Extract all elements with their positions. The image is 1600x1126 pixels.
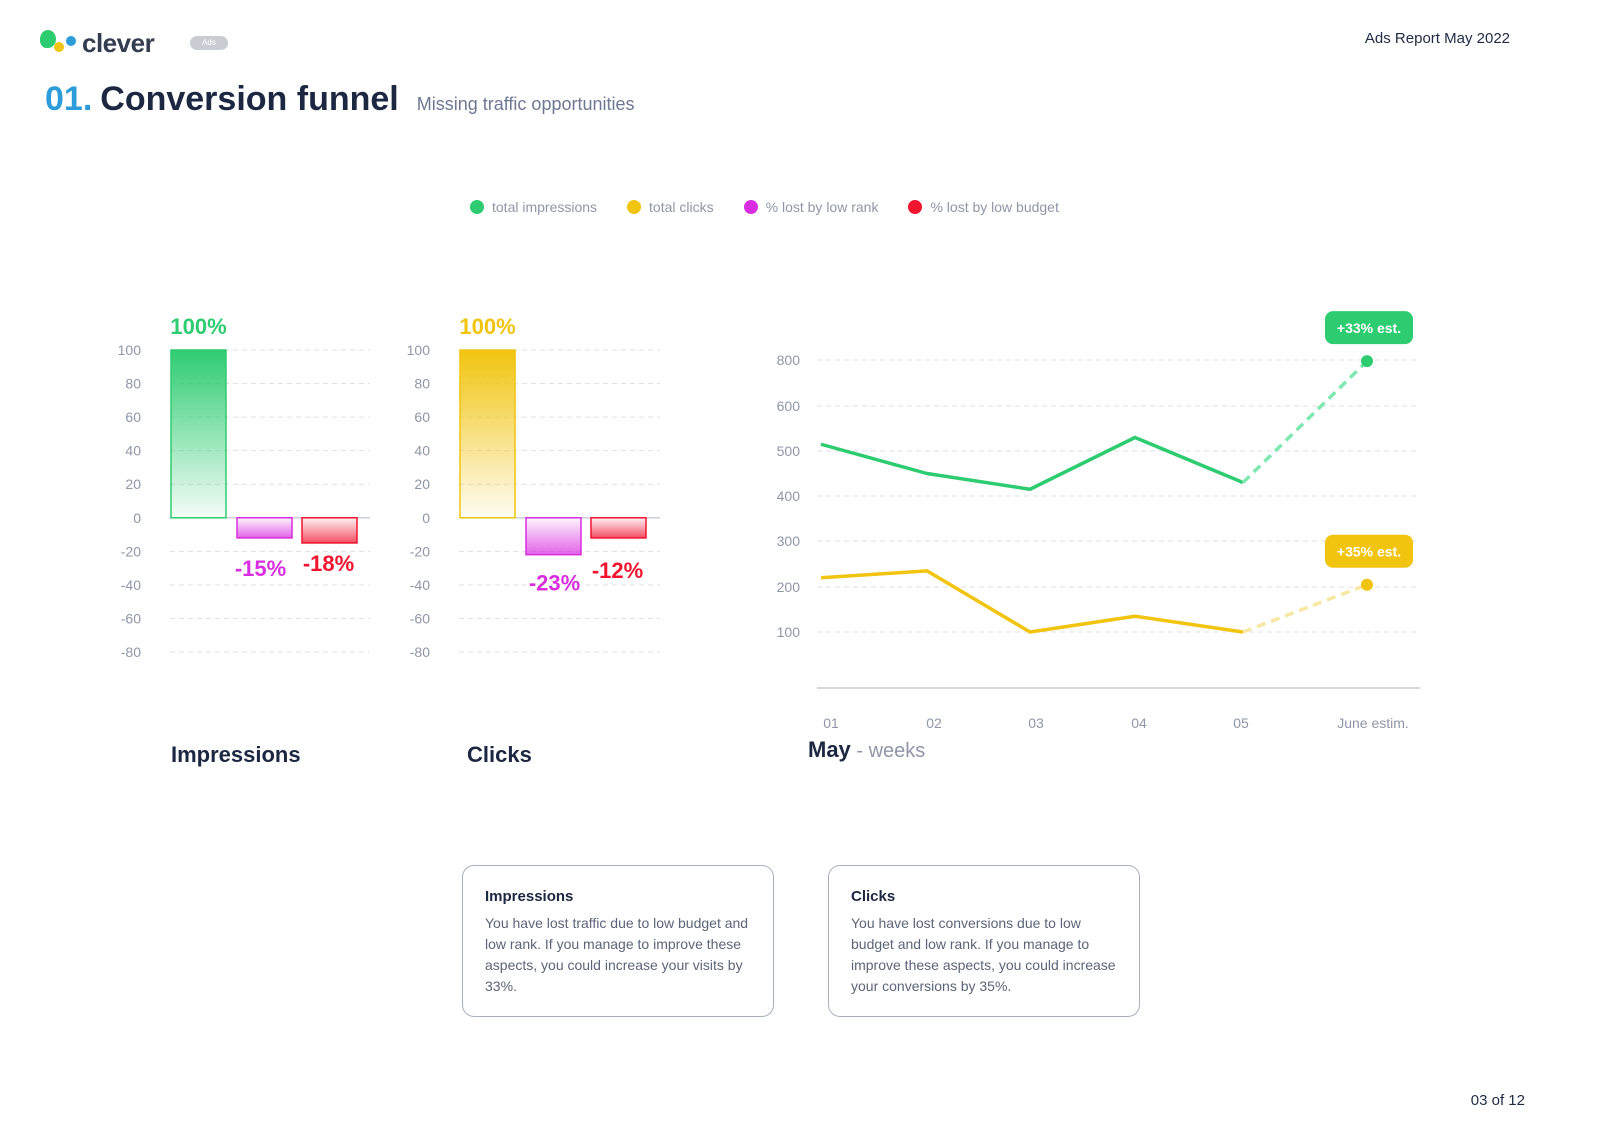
page-heading: 01. Conversion funnel Missing traffic op… xyxy=(45,80,635,119)
impressions-chart-label: Impressions xyxy=(171,742,301,767)
x-tick-label: June estim. xyxy=(1337,715,1409,731)
y-tick-label: -20 xyxy=(410,543,430,559)
x-tick-label: 01 xyxy=(823,715,839,731)
clicks-chart-label: Clicks xyxy=(467,742,532,767)
bar-value-label: 100% xyxy=(170,314,226,339)
x-tick-label: 04 xyxy=(1131,715,1147,731)
page-number: 03 of 12 xyxy=(1470,1092,1525,1109)
report-title: Ads Report May 2022 xyxy=(1364,30,1510,47)
y-tick-label: -20 xyxy=(121,543,141,559)
bar--lost-by-low-budget xyxy=(301,517,358,544)
legend-label: % lost by low budget xyxy=(930,199,1059,215)
clicks-bar-chart: 100 80 60 40 20 0 -20 -40 -60 -80 100% -23% -12% xyxy=(407,314,660,660)
y-tick-label: -80 xyxy=(121,644,141,660)
estimate-badge-text: +35% est. xyxy=(1337,544,1401,560)
y-tick-label: 300 xyxy=(777,533,801,549)
y-tick-label: 800 xyxy=(777,352,801,368)
logo-dot-blue xyxy=(66,36,76,46)
y-tick-label: -80 xyxy=(410,644,430,660)
section-number: 01. xyxy=(45,80,93,118)
note-body: You have lost conversions due to low bud… xyxy=(851,915,1116,994)
bar-value-label: -12% xyxy=(592,558,643,583)
line-xlabel-sub: weeks xyxy=(868,740,926,762)
note-title: Impressions xyxy=(485,888,574,905)
chart-legend: total impressions total clicks % lost by… xyxy=(470,199,1059,215)
legend-swatch xyxy=(470,200,484,214)
series-line xyxy=(820,435,1244,491)
x-tick-label: 05 xyxy=(1233,715,1249,731)
y-tick-label: -40 xyxy=(410,577,430,593)
logo-dot-green xyxy=(40,30,56,48)
note-body: You have lost traffic due to low budget … xyxy=(485,915,749,994)
legend-item-impressions: total impressions xyxy=(470,199,597,215)
y-tick-label: -40 xyxy=(121,577,141,593)
bar--lost-by-low-rank xyxy=(236,517,293,539)
bar-total-impressions xyxy=(170,349,227,519)
legend-swatch xyxy=(627,200,642,214)
y-tick-label: 500 xyxy=(777,443,801,459)
y-tick-label: 40 xyxy=(414,443,430,459)
legend-label: total clicks xyxy=(649,199,714,215)
estimate-badge xyxy=(1325,534,1413,568)
line-xlabel-main: May xyxy=(808,737,851,762)
clever-logo: clever Ads xyxy=(38,28,228,58)
y-tick-label: 80 xyxy=(125,376,141,392)
y-tick-label: 0 xyxy=(133,510,141,526)
legend-item-low-budget: % lost by low budget xyxy=(908,199,1059,215)
y-tick-label: 60 xyxy=(414,409,430,425)
bar-total-clicks xyxy=(459,349,516,519)
legend-swatch xyxy=(743,200,758,214)
y-tick-label: -60 xyxy=(121,610,141,626)
y-tick-label: 40 xyxy=(125,443,141,459)
impressions-note-card: Impressions You have lost traffic due to… xyxy=(462,865,774,1017)
logo-wordmark: clever xyxy=(82,28,155,58)
y-tick-label: -60 xyxy=(410,610,430,626)
note-title: Clicks xyxy=(851,888,896,905)
line-chart-xlabel: May - weeks xyxy=(808,737,925,763)
y-tick-label: 100 xyxy=(118,342,142,358)
page-subtitle: Missing traffic opportunities xyxy=(416,94,635,114)
x-tick-label: 02 xyxy=(926,715,942,731)
y-tick-label: 600 xyxy=(777,398,801,414)
y-tick-label: 400 xyxy=(777,488,801,504)
legend-label: total impressions xyxy=(492,199,598,215)
y-tick-label: 100 xyxy=(407,342,431,358)
clicks-note-card: Clicks You have lost conversions due to … xyxy=(828,865,1140,1017)
series-line xyxy=(820,569,1244,634)
weekly-line-chart: 800 600 500 400 300 200 100 01 02 03 04 05 June esti… xyxy=(777,311,1420,731)
logo-badge: Ads xyxy=(190,36,228,50)
y-tick-label: 100 xyxy=(777,624,801,640)
legend-item-clicks: total clicks xyxy=(627,199,714,215)
legend-label: % lost by low rank xyxy=(765,199,879,215)
y-tick-label: 80 xyxy=(414,376,430,392)
bar-value-label: -15% xyxy=(235,556,286,581)
bar-value-label: -23% xyxy=(529,571,580,596)
y-tick-label: 60 xyxy=(125,409,141,425)
y-tick-label: 200 xyxy=(777,579,801,595)
impressions-bar-chart: 100 80 60 40 20 0 -20 -40 -60 -80 100% -15% -18% xyxy=(118,314,370,660)
bar-value-label: -18% xyxy=(303,551,354,576)
series-estimate-line xyxy=(1242,583,1368,634)
estimate-badge xyxy=(1325,311,1413,345)
series-estimate-line xyxy=(1241,359,1369,484)
legend-item-low-rank: % lost by low rank xyxy=(743,199,879,215)
estimate-badge-text: +33% est. xyxy=(1337,320,1401,336)
bar-value-label: 100% xyxy=(459,314,515,339)
y-tick-label: 0 xyxy=(422,510,430,526)
legend-swatch xyxy=(908,200,923,214)
bar--lost-by-low-rank xyxy=(525,517,582,556)
page-title: Conversion funnel xyxy=(100,80,399,118)
line-xlabel-sep: - xyxy=(850,740,869,762)
x-tick-label: 03 xyxy=(1028,715,1044,731)
estimate-point xyxy=(1361,578,1373,591)
logo-dot-yellow xyxy=(54,42,64,52)
y-tick-label: 20 xyxy=(414,476,430,492)
estimate-point xyxy=(1361,355,1373,368)
y-tick-label: 20 xyxy=(125,476,141,492)
bar--lost-by-low-budget xyxy=(590,517,647,539)
